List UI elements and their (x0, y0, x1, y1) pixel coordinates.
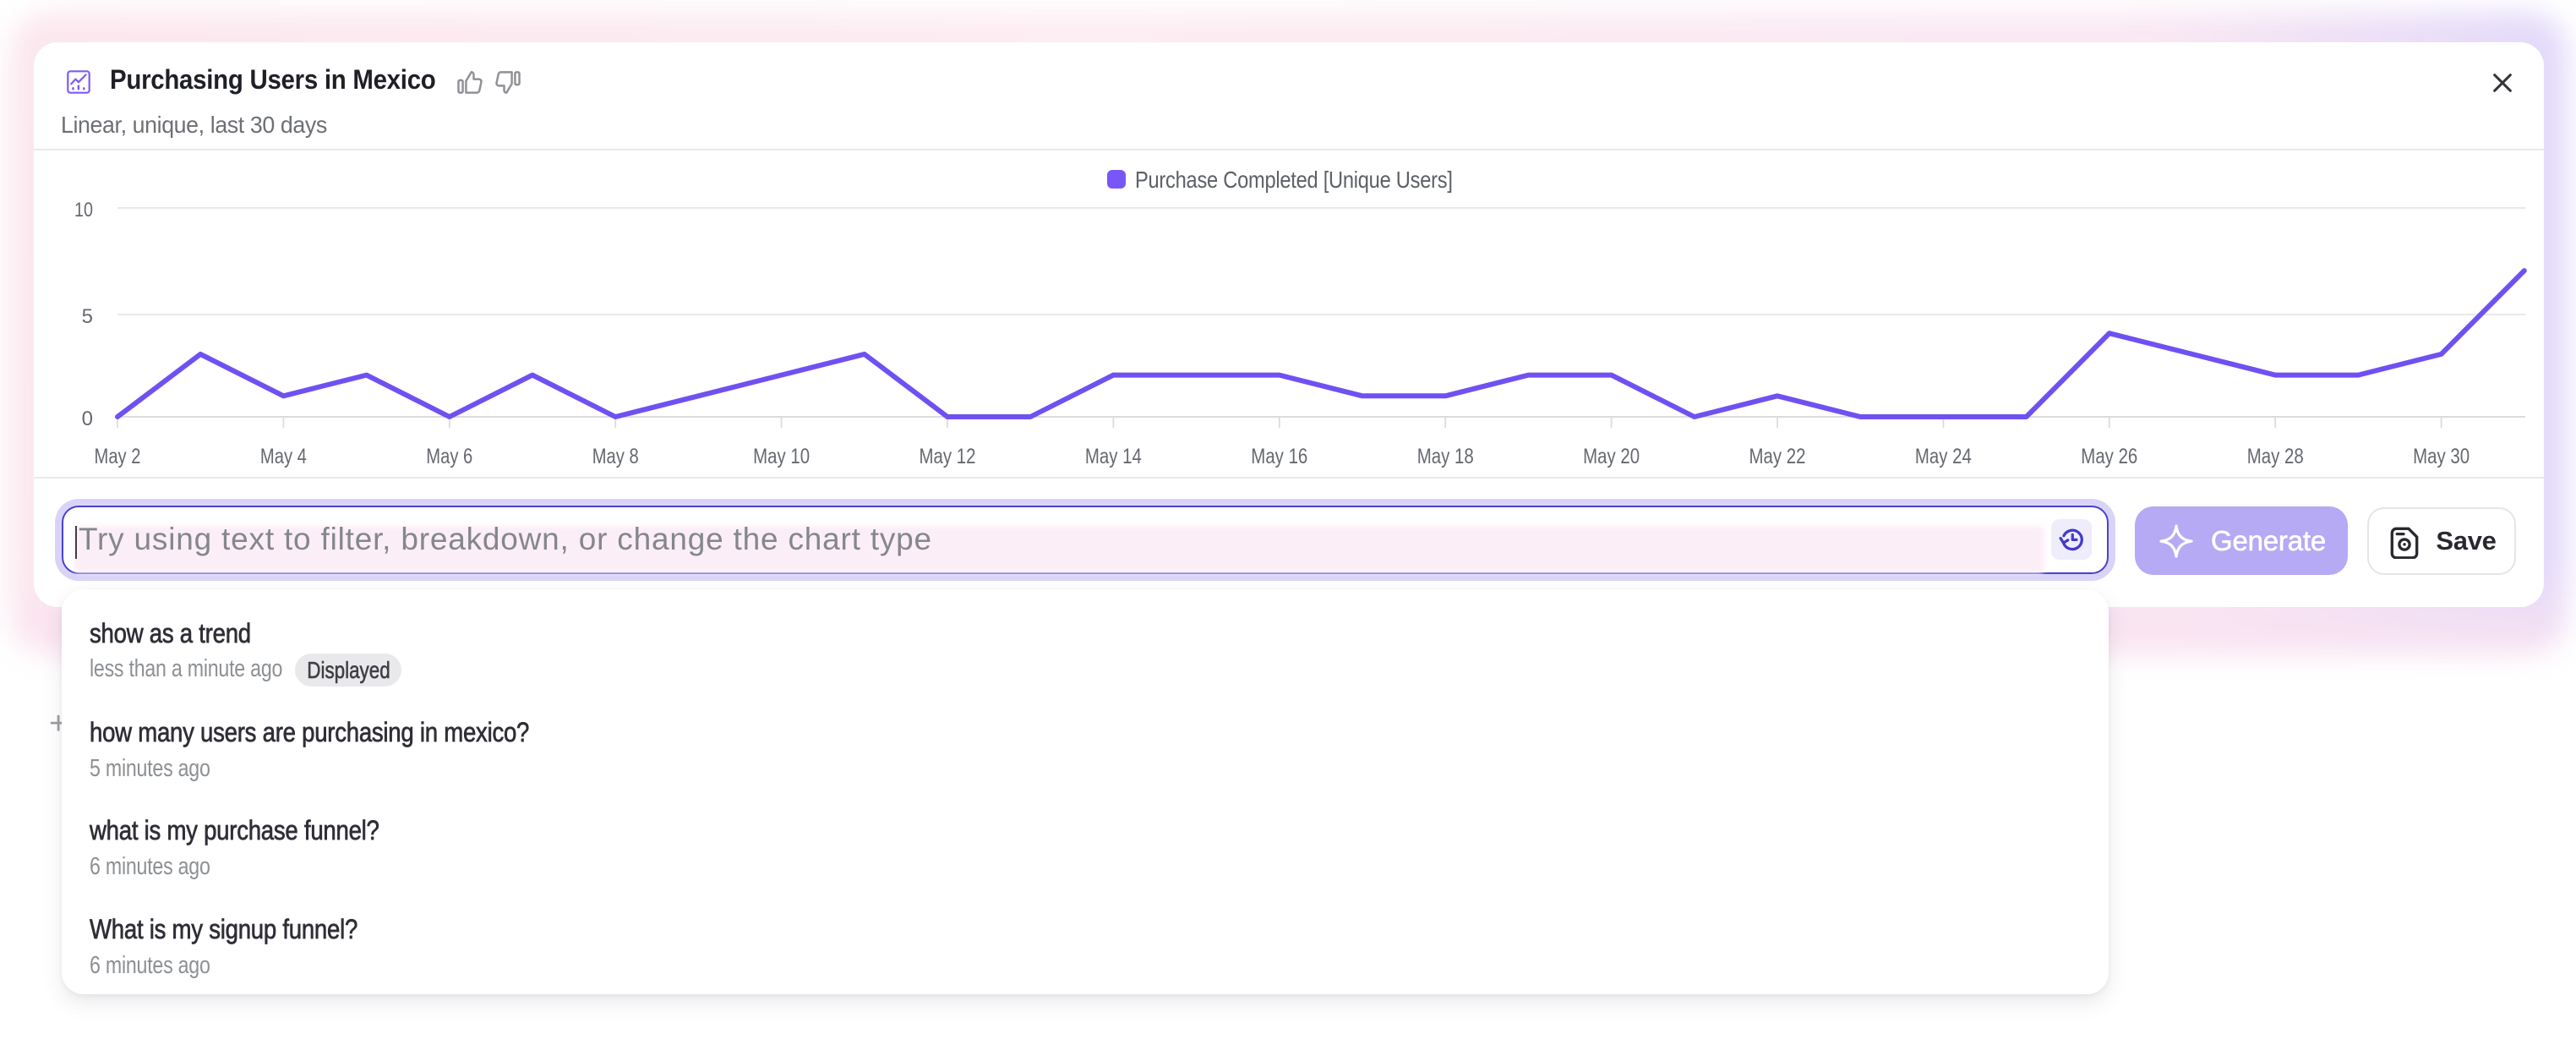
svg-text:May 16: May 16 (1251, 445, 1307, 468)
svg-text:10: 10 (74, 199, 93, 222)
svg-text:May 28: May 28 (2247, 445, 2304, 468)
svg-text:May 22: May 22 (1749, 445, 1806, 468)
svg-text:May 24: May 24 (1915, 445, 1972, 468)
svg-text:0: 0 (82, 408, 93, 430)
svg-text:May 4: May 4 (260, 445, 307, 468)
svg-text:May 2: May 2 (95, 445, 141, 468)
svg-text:5: 5 (82, 305, 93, 328)
svg-text:May 10: May 10 (753, 445, 810, 468)
svg-text:May 12: May 12 (920, 445, 976, 468)
svg-text:May 6: May 6 (426, 445, 472, 468)
svg-text:May 8: May 8 (592, 445, 639, 468)
svg-text:May 14: May 14 (1085, 445, 1142, 468)
svg-text:May 26: May 26 (2081, 445, 2137, 468)
svg-text:May 20: May 20 (1583, 445, 1640, 468)
svg-text:May 30: May 30 (2413, 445, 2470, 468)
svg-text:May 18: May 18 (1417, 445, 1474, 468)
